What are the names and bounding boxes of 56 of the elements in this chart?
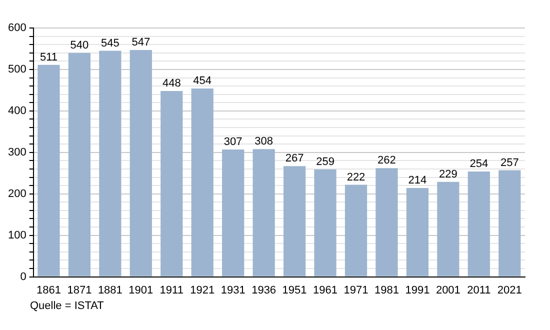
y-tick-label: 300 bbox=[8, 146, 26, 158]
bar bbox=[344, 184, 368, 276]
x-tick-label: 1936 bbox=[252, 284, 276, 296]
x-tick-label: 1981 bbox=[374, 284, 399, 296]
data-label: 267 bbox=[285, 152, 304, 165]
data-label: 308 bbox=[254, 136, 273, 148]
x-tick-label: 1881 bbox=[98, 284, 122, 296]
data-label: 454 bbox=[193, 75, 212, 88]
y-tick-label: 600 bbox=[8, 22, 26, 34]
x-tick-label: 2011 bbox=[467, 284, 491, 296]
bar bbox=[468, 171, 490, 276]
source-note: Quelle = ISTAT bbox=[30, 300, 104, 312]
bar bbox=[160, 91, 183, 276]
bar bbox=[222, 150, 244, 276]
y-tick-label: 200 bbox=[8, 188, 26, 200]
bar bbox=[191, 88, 214, 276]
bar bbox=[38, 64, 60, 276]
x-tick-label: 1861 bbox=[36, 284, 61, 296]
x-tick-label: 1921 bbox=[190, 284, 215, 296]
data-label: 229 bbox=[439, 168, 458, 180]
x-tick-label: 2001 bbox=[436, 284, 460, 296]
bar bbox=[99, 50, 122, 276]
data-label: 222 bbox=[346, 171, 366, 184]
x-tick-label: 1951 bbox=[282, 284, 307, 296]
bar bbox=[437, 182, 460, 276]
data-label: 511 bbox=[40, 51, 58, 64]
bar bbox=[498, 170, 521, 276]
x-tick-label: 2021 bbox=[497, 284, 522, 296]
data-label: 448 bbox=[162, 78, 181, 90]
bar bbox=[68, 52, 91, 276]
data-label: 540 bbox=[70, 39, 89, 52]
data-label: 257 bbox=[500, 156, 519, 169]
data-label: 262 bbox=[378, 154, 396, 167]
data-label: 214 bbox=[408, 174, 427, 187]
bar bbox=[406, 188, 429, 276]
bar bbox=[252, 149, 275, 276]
y-tick-label: 100 bbox=[8, 229, 26, 242]
data-label: 254 bbox=[470, 158, 488, 170]
data-label: 259 bbox=[316, 156, 334, 168]
x-tick-label: 1961 bbox=[313, 284, 338, 296]
data-label: 547 bbox=[132, 36, 150, 49]
x-tick-label: 1911 bbox=[160, 284, 184, 296]
data-label: 545 bbox=[100, 37, 120, 50]
data-label: 307 bbox=[224, 136, 242, 148]
y-tick-label: 0 bbox=[20, 270, 26, 283]
bar bbox=[314, 169, 336, 276]
y-tick-label: 500 bbox=[8, 64, 26, 76]
x-tick-label: 1991 bbox=[405, 284, 430, 296]
x-tick-label: 1971 bbox=[344, 284, 368, 296]
x-tick-label: 1931 bbox=[220, 284, 246, 296]
y-tick-label: 400 bbox=[8, 104, 26, 117]
bar bbox=[283, 166, 306, 276]
x-tick-label: 1901 bbox=[128, 284, 154, 296]
x-tick-label: 1871 bbox=[67, 284, 92, 296]
bar bbox=[130, 50, 152, 276]
bar bbox=[376, 168, 398, 276]
